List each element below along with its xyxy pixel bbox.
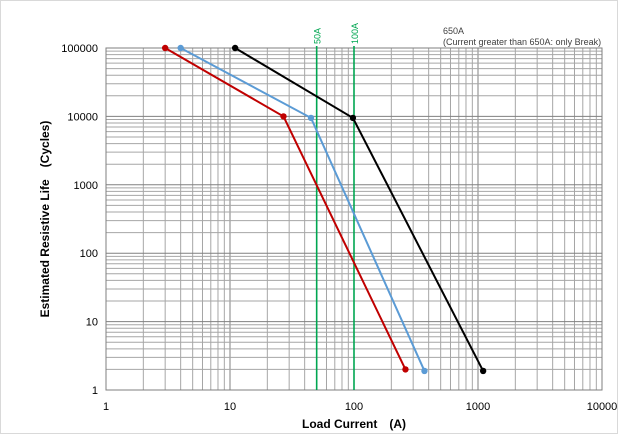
data-point-series-2	[307, 114, 315, 122]
annotation-line1: 650A	[443, 26, 464, 36]
y-tick-label: 100	[80, 248, 98, 260]
x-tick-label: 10000	[587, 401, 618, 413]
x-tick-label: 1000	[466, 401, 490, 413]
y-tick-label: 10000	[67, 111, 98, 123]
reference-lines: 50A 100A	[313, 23, 360, 390]
x-tick-label: 1	[103, 401, 109, 413]
y-tick-label: 100000	[61, 43, 98, 55]
y-tick-label: 1	[92, 385, 98, 397]
y-axis-title: Estimated Resistive Life (Cycles)	[38, 121, 52, 318]
data-point-series-1	[280, 113, 287, 120]
y-tick-labels: 1 10 100 1000 10000 100000	[61, 43, 98, 397]
data-point-series-2	[421, 367, 428, 375]
data-point-series-3	[231, 44, 239, 52]
reference-label-50a: 50A	[313, 28, 323, 44]
y-tick-label: 1000	[74, 180, 98, 192]
series-line-2	[180, 47, 426, 372]
series-group	[161, 44, 487, 375]
data-point-series-1	[402, 366, 409, 373]
data-point-series-3	[349, 114, 357, 122]
x-tick-label: 10	[224, 401, 236, 413]
x-tick-label: 100	[345, 401, 363, 413]
data-point-series-3	[479, 367, 487, 375]
reference-label-100a: 100A	[350, 23, 360, 44]
data-point-series-1	[161, 44, 169, 52]
x-tick-labels: 1 10 100 1000 10000	[103, 401, 617, 413]
y-tick-label: 10	[86, 317, 98, 329]
annotation-line2: (Current greater than 650A: only Break)	[443, 37, 601, 47]
x-axis-title: Load Current (A)	[302, 417, 406, 431]
data-point-series-2	[177, 44, 184, 52]
